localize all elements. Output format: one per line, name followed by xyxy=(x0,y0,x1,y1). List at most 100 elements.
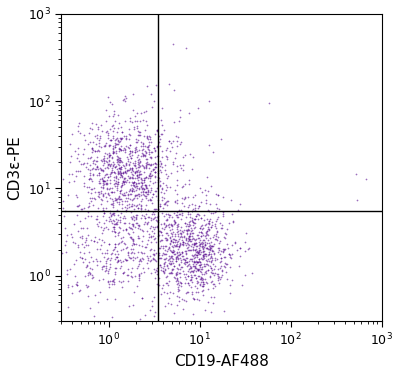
Point xyxy=(136,185,142,191)
Point xyxy=(135,277,142,284)
Point xyxy=(68,234,75,240)
Point xyxy=(142,126,148,132)
Point xyxy=(162,267,168,273)
Point xyxy=(221,234,228,240)
Point xyxy=(201,251,207,257)
Point xyxy=(216,240,222,246)
Point xyxy=(84,225,90,231)
Point xyxy=(145,207,151,213)
Point xyxy=(190,246,196,252)
Point xyxy=(150,166,156,172)
Point xyxy=(156,282,162,288)
Point xyxy=(139,162,146,168)
Point xyxy=(68,283,75,289)
Point xyxy=(207,265,214,271)
Point xyxy=(98,201,105,207)
Point xyxy=(170,221,177,227)
Point xyxy=(144,133,150,139)
Point xyxy=(89,272,96,278)
Point xyxy=(100,205,106,211)
Point xyxy=(164,217,170,223)
Point xyxy=(143,118,150,124)
Point xyxy=(198,269,205,275)
Point xyxy=(151,146,158,152)
Point xyxy=(132,192,139,198)
Point xyxy=(122,93,129,99)
Point xyxy=(138,180,145,186)
Point xyxy=(228,242,235,248)
Point xyxy=(117,214,123,220)
Point xyxy=(138,184,144,190)
Point xyxy=(88,198,94,204)
Point xyxy=(207,247,213,253)
Point xyxy=(128,165,135,171)
Point xyxy=(203,200,210,206)
Point xyxy=(163,237,170,243)
Point xyxy=(218,268,225,274)
Point xyxy=(127,174,134,180)
Point xyxy=(132,158,138,164)
Point xyxy=(190,220,197,226)
Point xyxy=(127,186,133,192)
Point xyxy=(115,158,122,164)
Point xyxy=(174,223,180,229)
Point xyxy=(146,147,152,153)
Point xyxy=(174,249,180,255)
Point xyxy=(205,256,212,262)
Point xyxy=(164,232,171,238)
Point xyxy=(81,244,87,250)
Point xyxy=(182,257,188,263)
Point xyxy=(105,143,112,149)
Point xyxy=(60,176,66,182)
Point xyxy=(101,179,108,185)
Point xyxy=(212,223,219,229)
Point xyxy=(162,167,168,173)
Point xyxy=(107,126,113,132)
Point xyxy=(136,118,143,124)
Point xyxy=(160,268,167,274)
Point xyxy=(197,261,204,267)
Point xyxy=(109,280,115,287)
Point xyxy=(185,289,191,295)
Point xyxy=(145,143,152,149)
Point xyxy=(131,183,137,189)
Point xyxy=(189,241,195,247)
Point xyxy=(163,223,169,229)
Point xyxy=(141,215,148,221)
Point xyxy=(148,173,154,179)
Point xyxy=(112,180,119,186)
Point xyxy=(77,161,84,167)
Point xyxy=(188,243,194,249)
Point xyxy=(116,165,122,171)
Point xyxy=(100,263,106,269)
Point xyxy=(214,229,220,235)
Point xyxy=(61,213,67,219)
Point xyxy=(162,259,168,265)
Point xyxy=(94,164,100,170)
Point xyxy=(98,144,104,150)
Point xyxy=(153,267,160,273)
Point xyxy=(170,242,177,248)
Point xyxy=(116,157,123,163)
Point xyxy=(193,275,199,281)
Point xyxy=(101,210,107,216)
Point xyxy=(144,190,151,196)
Point xyxy=(141,169,148,175)
Point xyxy=(88,154,94,160)
Point xyxy=(178,264,184,270)
Point xyxy=(186,233,193,239)
Point xyxy=(195,235,201,241)
Point xyxy=(122,215,128,221)
Point xyxy=(112,170,118,176)
Point xyxy=(200,217,207,223)
Point xyxy=(208,267,215,273)
Point xyxy=(100,276,106,282)
Point xyxy=(214,205,220,211)
Point xyxy=(172,133,179,139)
Point xyxy=(133,144,139,150)
Point xyxy=(161,220,167,226)
Point xyxy=(242,249,248,255)
Point xyxy=(144,134,150,140)
Point xyxy=(130,182,136,188)
Point xyxy=(113,179,119,185)
